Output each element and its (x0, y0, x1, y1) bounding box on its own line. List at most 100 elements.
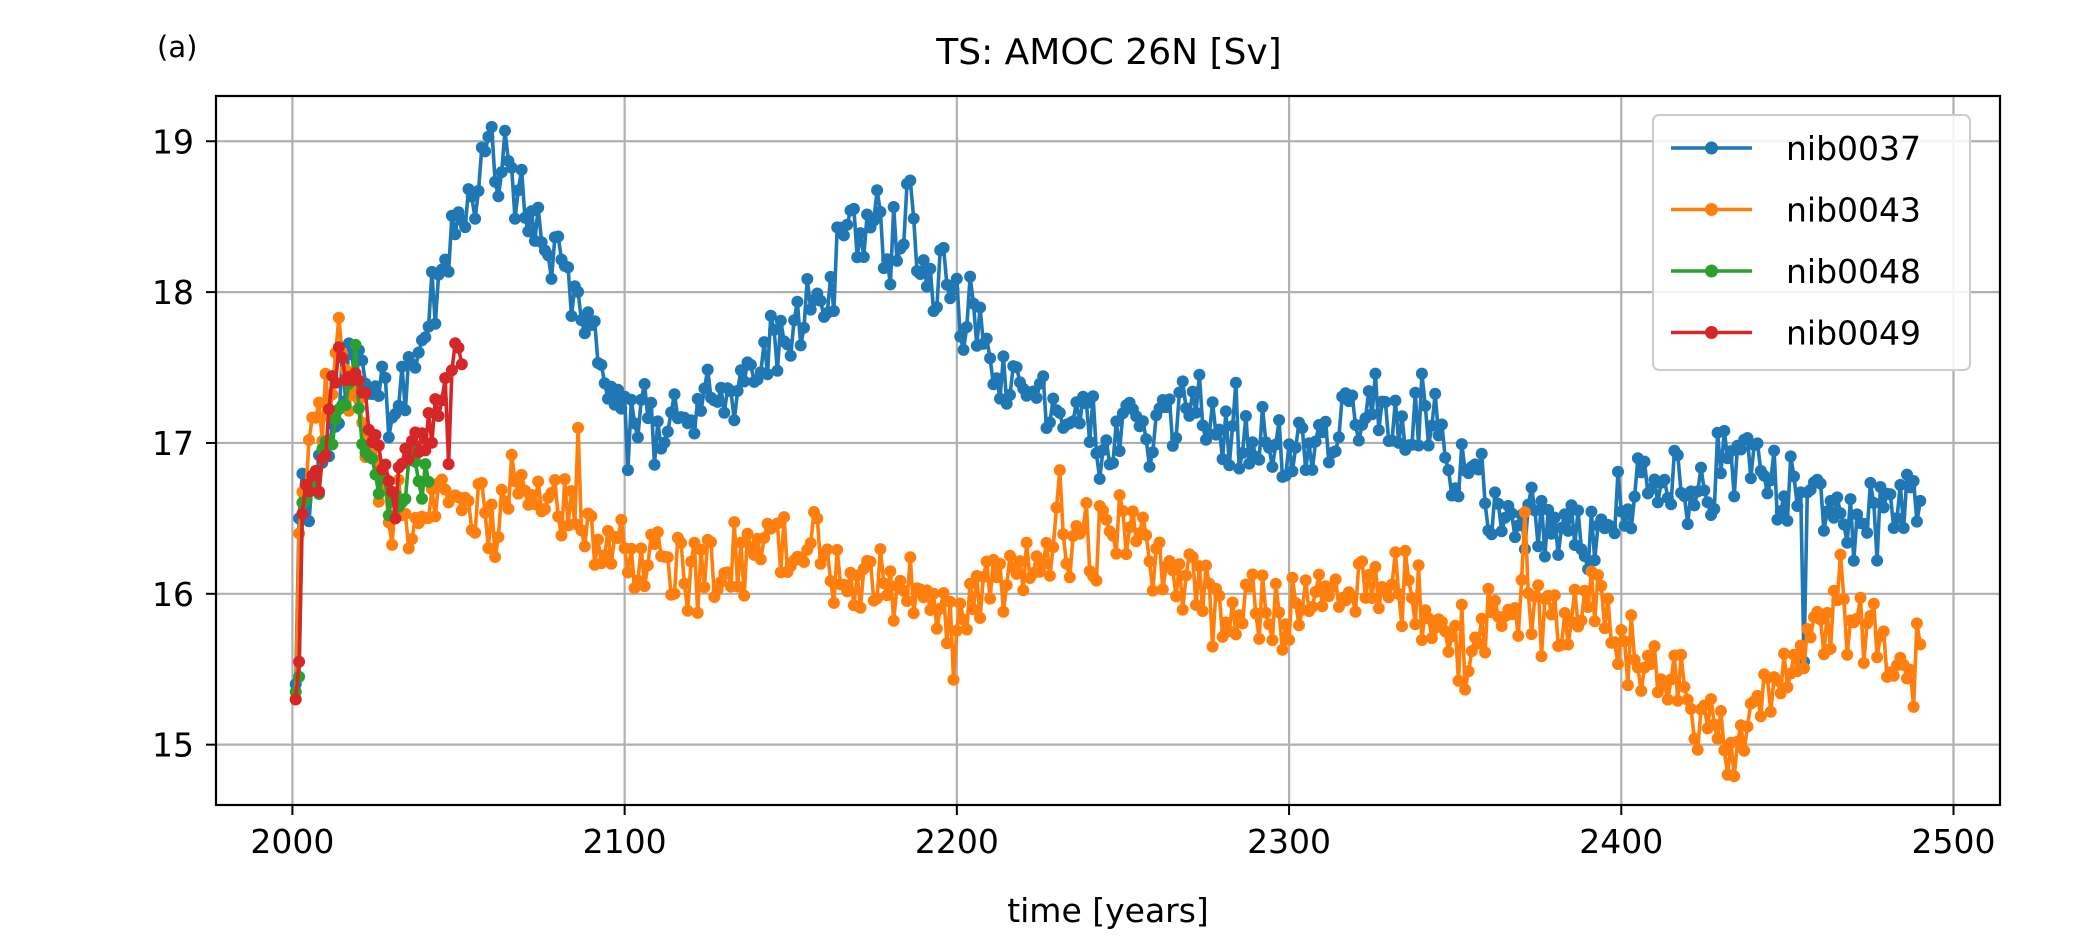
data-point (1120, 548, 1133, 561)
data-point (455, 358, 468, 371)
data-point (332, 341, 345, 354)
data-point (1671, 449, 1684, 462)
data-point (638, 378, 651, 390)
data-point (1010, 361, 1023, 374)
data-point (695, 543, 707, 556)
data-point (977, 570, 990, 583)
data-point (1495, 620, 1508, 632)
data-point (1489, 594, 1501, 607)
data-point (947, 283, 960, 296)
data-point (1213, 423, 1226, 436)
data-point (1053, 406, 1066, 419)
data-point (588, 315, 601, 328)
data-point (419, 331, 432, 344)
data-point (1097, 444, 1109, 456)
data-point (867, 214, 880, 227)
data-point (1558, 508, 1571, 521)
data-point (1714, 467, 1727, 480)
data-point (1030, 391, 1043, 404)
data-point (1256, 400, 1269, 413)
data-point (485, 498, 498, 511)
x-tick-label: 2100 (583, 822, 667, 861)
data-point (1582, 601, 1595, 613)
data-point (1097, 504, 1109, 517)
data-point (827, 596, 840, 609)
data-point (1349, 605, 1362, 618)
data-point (621, 464, 634, 477)
data-point (1671, 694, 1684, 707)
data-point (1286, 465, 1299, 478)
data-point (1409, 618, 1422, 631)
data-point (329, 413, 342, 426)
data-point (412, 475, 425, 488)
data-point (422, 475, 435, 488)
data-point (791, 295, 804, 308)
data-point (1163, 555, 1176, 567)
legend-label: nib0043 (1786, 191, 1921, 230)
data-point (980, 332, 993, 345)
data-point (386, 538, 399, 551)
data-point (758, 336, 771, 349)
data-point (927, 587, 940, 600)
data-point (1788, 648, 1800, 661)
data-point (442, 458, 455, 471)
data-point (469, 212, 482, 225)
data-point (884, 278, 897, 291)
data-point (1681, 518, 1694, 531)
data-point (881, 253, 894, 266)
data-point (479, 506, 492, 519)
data-point (1728, 770, 1741, 783)
data-point (1831, 491, 1844, 504)
data-point (897, 238, 910, 251)
data-point (661, 425, 674, 438)
data-point (804, 537, 817, 550)
data-point (1907, 475, 1920, 487)
data-point (1283, 633, 1296, 646)
data-point (698, 581, 711, 594)
data-point (1010, 567, 1023, 580)
legend-marker (1705, 264, 1718, 278)
data-point (515, 468, 528, 481)
legend-entry-nib0037: nib0037 (1671, 129, 1921, 168)
data-point (1293, 619, 1305, 632)
data-point (372, 487, 385, 500)
data-point (409, 361, 422, 374)
data-point (1558, 607, 1571, 619)
data-point (442, 265, 455, 278)
data-point (1389, 546, 1402, 559)
data-point (944, 595, 957, 608)
data-point (349, 338, 362, 351)
data-point (914, 268, 927, 280)
data-point (1399, 544, 1412, 557)
data-point (1665, 498, 1678, 511)
data-point (691, 392, 704, 405)
data-point (1548, 589, 1561, 602)
data-point (1452, 674, 1465, 687)
data-point (1512, 629, 1525, 642)
data-point (1877, 501, 1890, 514)
data-point (954, 597, 967, 610)
data-point (1731, 735, 1744, 748)
data-point (1475, 612, 1488, 625)
data-point (1392, 588, 1405, 600)
data-point (960, 623, 973, 636)
data-point (1037, 558, 1050, 571)
data-point (293, 655, 306, 668)
data-point (1781, 681, 1794, 694)
data-point (827, 305, 840, 317)
data-point (728, 414, 741, 427)
data-point (661, 551, 674, 564)
data-point (814, 294, 827, 307)
data-point (887, 614, 900, 627)
data-point (545, 486, 558, 499)
data-point (794, 339, 807, 352)
data-point (402, 452, 415, 465)
data-point (1628, 490, 1641, 503)
data-point (1316, 600, 1329, 613)
data-point (1273, 606, 1286, 619)
data-point (1256, 569, 1269, 582)
data-point (1708, 718, 1721, 731)
data-point (891, 254, 903, 267)
data-point (960, 321, 973, 333)
data-point (323, 403, 335, 416)
